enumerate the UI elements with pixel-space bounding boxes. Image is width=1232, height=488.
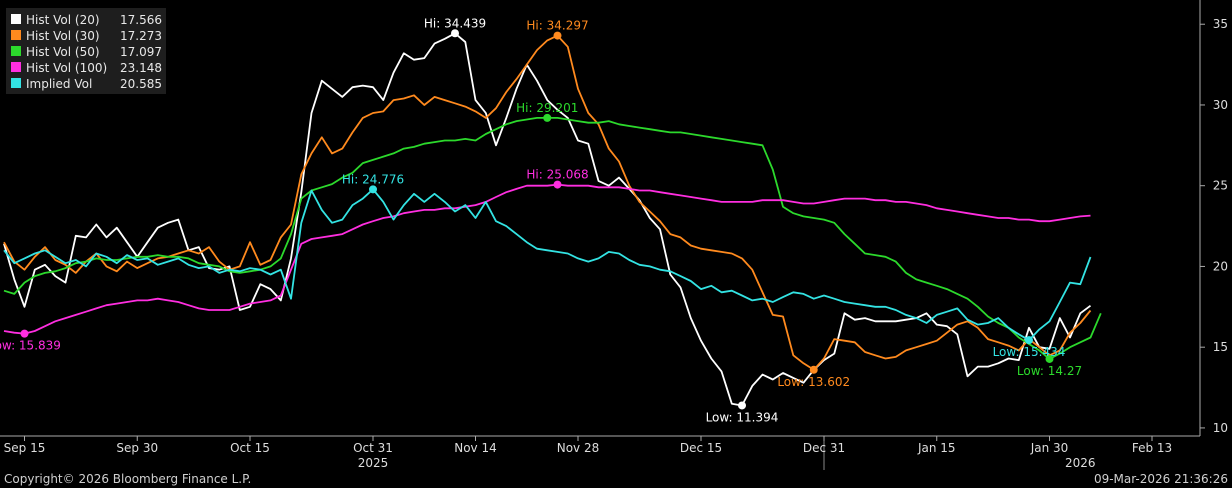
annotation-marker-5	[1045, 354, 1054, 363]
x-tick-label-0: Sep 15	[4, 441, 46, 455]
year-label-1: 2026	[1065, 456, 1096, 470]
year-label-0: 2025	[358, 456, 389, 470]
x-tick-label-8: Jan 15	[917, 441, 956, 455]
legend-value-3: 23.148	[120, 61, 162, 75]
annotation-label-7: Low: 15.839	[0, 339, 61, 353]
annotation-marker-0	[451, 29, 459, 38]
x-tick-label-9: Jan 30	[1030, 441, 1069, 455]
annotation-label-8: Hi: 24.776	[342, 172, 404, 186]
y-tick-label-0: 10	[1213, 421, 1228, 435]
legend-value-4: 20.585	[120, 77, 162, 91]
annotation-label-1: Low: 11.394	[706, 410, 779, 424]
x-tick-label-1: Sep 30	[116, 441, 158, 455]
annotation-label-5: Low: 14.27	[1017, 364, 1082, 378]
legend-swatch-1	[11, 30, 21, 40]
annotation-label-6: Hi: 25.068	[526, 168, 588, 182]
series-line-2	[3, 117, 1102, 360]
x-tick-label-3: Oct 31	[353, 441, 393, 455]
annotation-marker-2	[553, 31, 562, 40]
x-tick-label-4: Nov 14	[454, 441, 497, 455]
y-tick-label-3: 25	[1213, 179, 1228, 193]
legend-name-0: Hist Vol (20)	[26, 13, 100, 27]
legend-name-4: Implied Vol	[26, 77, 92, 91]
y-tick-label-5: 35	[1213, 17, 1228, 31]
y-tick-label-1: 15	[1213, 340, 1228, 354]
annotation-marker-1	[738, 401, 746, 410]
legend: Hist Vol (20) 17.566 Hist Vol (30) 17.273 Hi…	[6, 8, 166, 94]
annotation-label-2: Hi: 34.297	[526, 19, 588, 33]
x-tick-label-2: Oct 15	[230, 441, 270, 455]
x-tick-label-6: Dec 15	[680, 441, 722, 455]
x-tick-label-10: Feb 13	[1132, 441, 1172, 455]
legend-value-2: 17.097	[120, 45, 162, 59]
legend-name-3: Hist Vol (100)	[26, 61, 107, 75]
annotation-label-3: Low: 13.602	[777, 375, 850, 389]
annotation-label-0: Hi: 34.439	[424, 16, 486, 30]
y-tick-label-2: 20	[1213, 259, 1228, 273]
legend-box	[6, 8, 166, 94]
annotation-marker-9	[1025, 336, 1033, 345]
series-line-4	[3, 188, 1092, 342]
annotation-marker-8	[369, 185, 377, 194]
series-line-1	[3, 34, 1092, 371]
legend-swatch-4	[11, 78, 21, 88]
annotation-marker-7	[20, 329, 29, 338]
legend-value-1: 17.273	[120, 29, 162, 43]
annotation-marker-6	[553, 180, 562, 189]
annotation-marker-4	[543, 113, 552, 122]
legend-name-1: Hist Vol (30)	[26, 29, 100, 43]
annotation-label-9: Low: 15.434	[993, 345, 1066, 359]
x-tick-label-7: Dec 31	[803, 441, 845, 455]
series-line-3	[3, 183, 1091, 335]
legend-swatch-2	[11, 46, 21, 56]
legend-swatch-3	[11, 62, 21, 72]
y-tick-label-4: 30	[1213, 98, 1228, 112]
annotation-marker-3	[809, 365, 818, 374]
timestamp-text: 09-Mar-2026 21:36:26	[1093, 472, 1228, 486]
x-tick-label-5: Nov 28	[557, 441, 600, 455]
legend-swatch-0	[11, 14, 21, 24]
copyright-text: Copyright© 2026 Bloomberg Finance L.P.	[4, 472, 252, 486]
series-line-0	[3, 32, 1092, 407]
annotation-label-4: Hi: 29.201	[516, 101, 578, 115]
series-lines	[3, 32, 1102, 407]
legend-value-0: 17.566	[120, 13, 162, 27]
legend-name-2: Hist Vol (50)	[26, 45, 100, 59]
annotation-markers: Hi: 34.439 Low: 11.394 Hi: 34.297 Low: 13.6…	[0, 16, 1082, 424]
